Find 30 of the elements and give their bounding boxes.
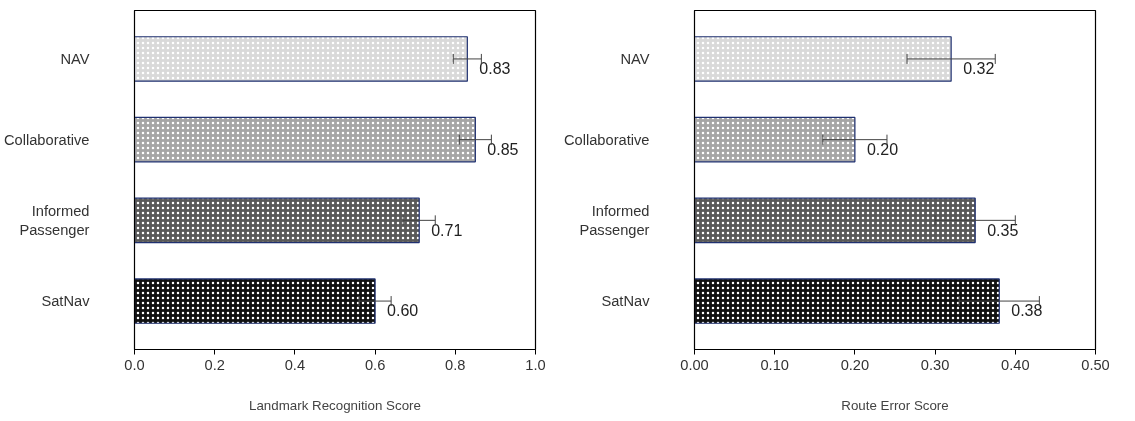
y-tick-label: NAV (620, 50, 650, 67)
y-tick-label: Collaborative (3, 131, 90, 148)
x-tick-label: 0.0 (124, 356, 145, 373)
x-tick-label: 0.8 (445, 356, 466, 373)
x-axis-title: Route Error Score (841, 397, 949, 413)
y-tick-label: SatNav (601, 293, 651, 310)
data-label: 0.85 (487, 140, 519, 158)
x-tick-label: 0.6 (364, 356, 386, 373)
x-tick-label: 0.40 (1001, 356, 1030, 373)
y-tick-label: SatNav (41, 293, 91, 310)
x-tick-label: 0.2 (204, 356, 225, 373)
x-axis-title: Landmark Recognition Score (249, 397, 421, 413)
y-tick-label: Informed Passenger (19, 202, 90, 238)
data-label: 0.83 (479, 60, 511, 78)
x-tick-label: 0.10 (760, 356, 789, 373)
y-tick-label: NAV (60, 50, 90, 67)
data-label: 0.32 (963, 60, 995, 78)
data-label: 0.20 (866, 140, 899, 158)
x-tick-label: 0.50 (1081, 356, 1110, 373)
data-label: 0.60 (387, 302, 419, 320)
x-tick-label: 1.0 (525, 356, 546, 373)
y-tick-label: Collaborative (563, 131, 650, 148)
data-label: 0.71 (431, 221, 463, 239)
y-tick-label: Informed Passenger (579, 202, 650, 238)
data-label: 0.35 (987, 221, 1019, 239)
x-tick-label: 0.20 (840, 356, 870, 373)
x-tick-label: 0.00 (680, 356, 709, 373)
x-tick-label: 0.4 (284, 356, 306, 373)
x-tick-label: 0.30 (920, 356, 950, 373)
data-label: 0.38 (1011, 302, 1043, 320)
